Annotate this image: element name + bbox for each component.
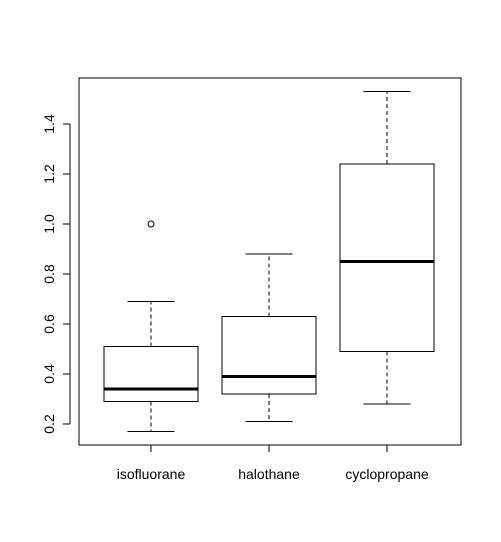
iqr-box [103, 346, 199, 402]
outlier-point [147, 220, 155, 228]
y-tick-label: 0.6 [41, 314, 57, 334]
y-tick-label: 0.4 [41, 364, 57, 384]
box-isofluorane [103, 220, 199, 432]
iqr-box [221, 316, 317, 395]
y-tick-label: 1.0 [41, 214, 57, 234]
x-tick-label: halothane [238, 466, 300, 482]
y-tick-label: 1.4 [41, 114, 57, 134]
y-tick-label: 0.2 [41, 414, 57, 434]
x-tick-label: isofluorane [117, 466, 186, 482]
y-tick-label: 1.2 [41, 164, 57, 184]
x-axis: isofluorane halothane cyclopropane [117, 444, 429, 482]
box-cyclopropane [339, 91, 435, 405]
boxes [103, 91, 435, 432]
y-axis: 0.2 0.4 0.6 0.8 1.0 1.2 1.4 [41, 114, 71, 434]
iqr-box [339, 163, 435, 352]
box-halothane [221, 253, 317, 422]
y-tick-label: 0.8 [41, 264, 57, 284]
x-tick-label: cyclopropane [345, 466, 428, 482]
